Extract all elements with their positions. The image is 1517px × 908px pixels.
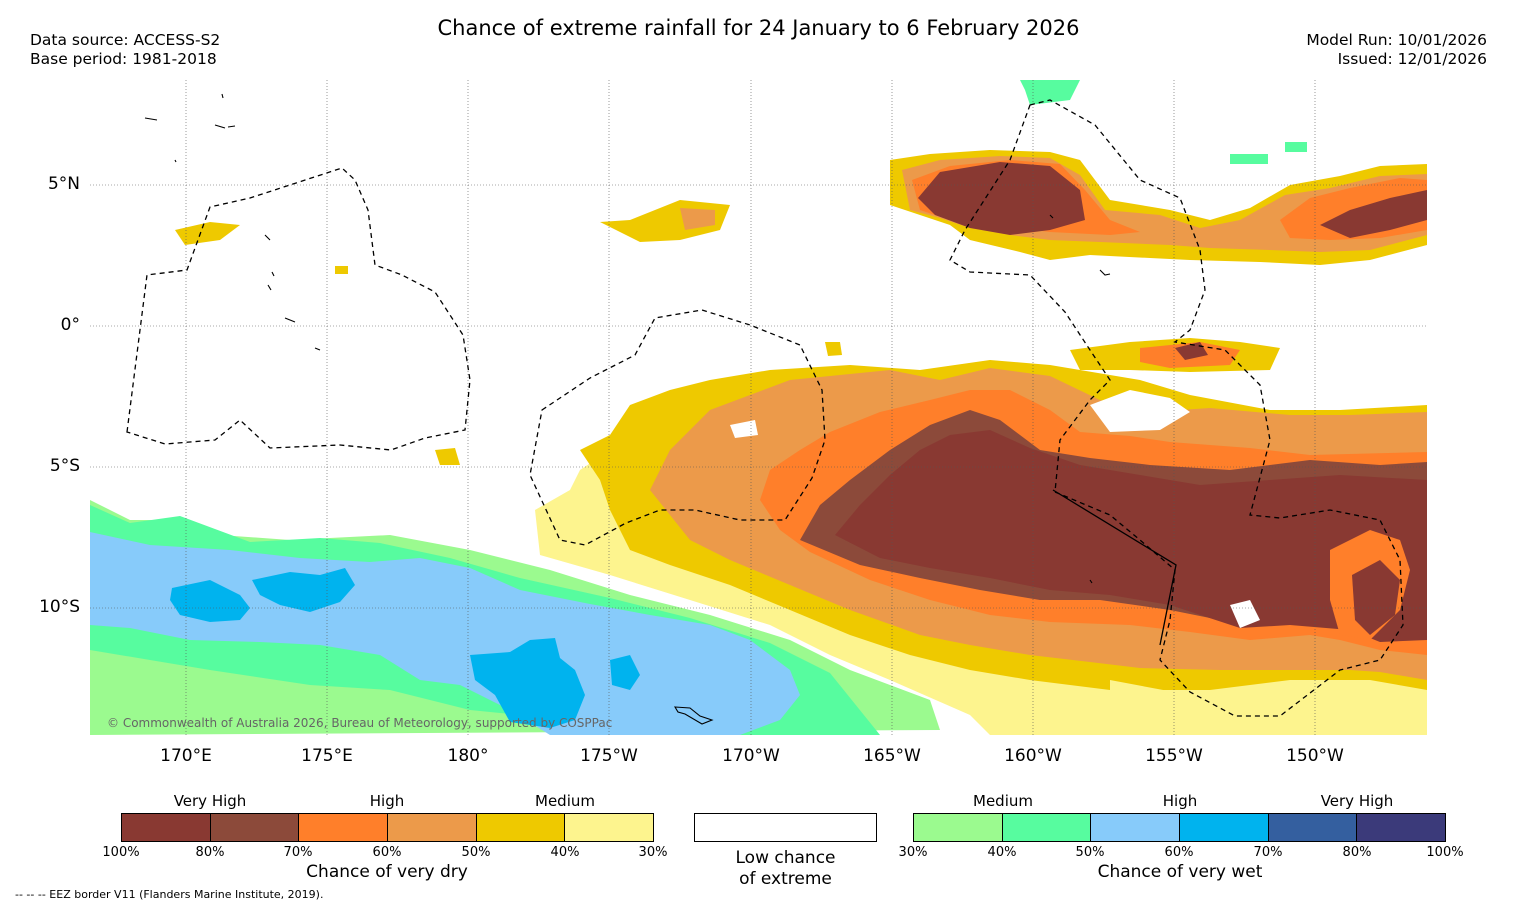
dry-40-50-zone [435,448,460,465]
wet-tick: 60% [1164,845,1194,860]
dry-50-60-zone [680,208,715,230]
lon-label-175e: 175°E [301,746,353,766]
low-chance-zone [1090,390,1190,432]
dry-tick: 60% [372,845,402,860]
lon-label-160w: 160°W [1004,746,1062,766]
lon-label-150w: 150°W [1286,746,1344,766]
wet-tick: 50% [1075,845,1105,860]
dry-tick: 40% [550,845,580,860]
dry-swatch [565,814,654,841]
dry-80-100-zone [918,162,1085,235]
wet-level-high: High [1162,792,1198,810]
dry-swatch [210,814,300,841]
dry-30-40-zone [1110,680,1427,735]
low-chance-swatch [694,813,877,842]
dry-80-100-zone [835,430,1427,642]
islands [144,93,1111,725]
dry-tick: 70% [283,845,313,860]
wet-40-50-zone [1020,80,1080,105]
wet-tick: 40% [987,845,1017,860]
wet-40-50-zone [1285,142,1307,152]
wet-swatch [1002,814,1092,841]
wet-60-70-zone [470,638,585,728]
wet-tick: 80% [1342,845,1372,860]
wet-tick: 100% [1426,845,1464,860]
map-area [90,80,1427,735]
lat-label-5n: 5°N [47,174,80,194]
wet-tick: 30% [898,845,928,860]
dry-swatch [476,814,566,841]
base-period: Base period: 1981-2018 [30,50,217,68]
lat-label-10s: 10°S [39,597,80,617]
dry-tick: 100% [102,845,140,860]
lon-label-170e: 170°E [160,746,212,766]
dry-level-very-high: Very High [173,792,247,810]
low-chance-zone [1230,600,1260,628]
copyright-notice: © Commonwealth of Australia 2026, Bureau… [107,716,613,730]
lon-label-180: 180° [447,746,489,766]
wet-60-70-zone [252,568,355,612]
low-chance-zone [730,420,758,438]
wet-40-50-zone [1230,154,1268,164]
eez-footnote: -- -- -- EEZ border V11 (Flanders Marine… [15,888,324,901]
dry-80-100-zone [1320,190,1427,238]
wet-swatch [914,814,1003,841]
wet-colorbar [913,813,1446,842]
dry-tick: 30% [638,845,668,860]
dry-80-100-zone [1352,560,1400,635]
dry-40-50-zone [335,266,348,274]
lat-label-0: 0° [60,315,80,335]
wet-swatch [1357,814,1446,841]
issued-date: Issued: 12/01/2026 [1337,50,1487,68]
rainfall-map [90,80,1427,735]
wet-level-very-high: Very High [1320,792,1394,810]
lat-label-5s: 5°S [49,456,80,476]
low-chance-label-2: of extreme [739,869,832,889]
wet-swatch [1180,814,1269,841]
wet-tick: 70% [1253,845,1283,860]
wet-level-medium: Medium [973,792,1033,810]
wet-swatch [1091,814,1181,841]
dry-level-high: High [369,792,405,810]
dry-swatch [122,814,211,841]
dry-tick: 80% [195,845,225,860]
lon-label-155w: 155°W [1145,746,1203,766]
dry-tick: 50% [461,845,491,860]
lon-label-170w: 170°W [722,746,780,766]
data-source: Data source: ACCESS-S2 [30,31,221,49]
dry-40-50-zone [825,342,842,356]
dry-level-medium: Medium [535,792,595,810]
dry-legend-title: Chance of very dry [306,862,468,882]
eez-borders [126,99,1404,717]
wet-60-70-zone [610,655,640,690]
wet-60-70-zone [170,580,250,622]
wet-legend-title: Chance of very wet [1097,862,1263,882]
dry-colorbar [121,813,654,842]
lon-label-175w: 175°W [580,746,638,766]
dry-swatch [299,814,389,841]
wet-swatch [1268,814,1358,841]
map-title: Chance of extreme rainfall for 24 Januar… [437,16,1080,40]
map-grid [90,80,1427,735]
lon-label-165w: 165°W [863,746,921,766]
low-chance-label-1: Low chance [735,848,836,868]
dry-swatch [388,814,477,841]
dry-40-50-zone [175,222,240,245]
eez-solid-border [1052,489,1177,646]
model-run: Model Run: 10/01/2026 [1306,31,1487,49]
